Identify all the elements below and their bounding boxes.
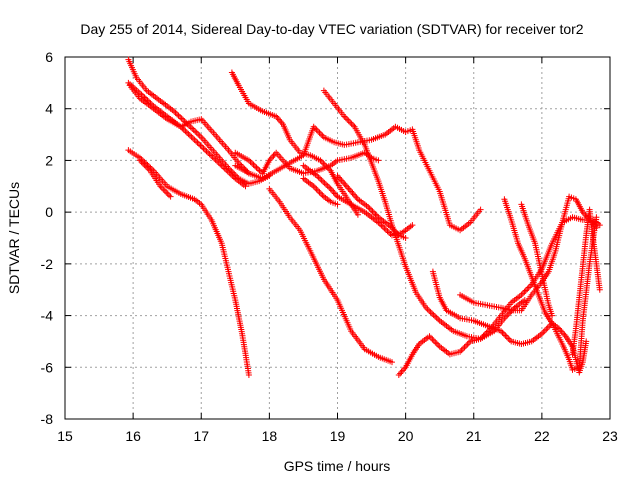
- series-markers: [136, 157, 174, 200]
- series-markers: [300, 162, 416, 239]
- series-track-7: [266, 185, 395, 366]
- y-axis-label: SDTVAR / TECUs: [6, 182, 22, 294]
- series-markers: [228, 69, 361, 218]
- series-markers: [300, 175, 341, 208]
- x-tick-label: 17: [193, 428, 209, 444]
- series-track-9: [232, 149, 382, 177]
- x-tick-label: 23: [602, 428, 618, 444]
- series-track-8: [232, 123, 484, 234]
- axis-ticks: [64, 56, 611, 420]
- series-track-17: [501, 196, 590, 376]
- series-markers: [320, 87, 528, 342]
- series-track-19: [569, 206, 603, 358]
- y-tick-label: 0: [45, 204, 53, 220]
- y-tick-label: 4: [45, 101, 53, 117]
- tick-labels: 15 16 17 18 19 20 21 22 23 -8 -6 -4 -2 0 2 4 6: [41, 49, 618, 444]
- y-tick-label: 6: [45, 49, 53, 65]
- series-markers: [126, 82, 252, 177]
- y-tick-label: -4: [41, 308, 54, 324]
- series-track-10: [300, 162, 416, 239]
- series-track-6: [228, 69, 361, 218]
- series-markers: [232, 149, 382, 177]
- y-tick-label: -6: [41, 359, 54, 375]
- series-track-4: [125, 147, 252, 378]
- series-track-2: [125, 79, 249, 190]
- series-track-11: [320, 87, 528, 342]
- series-markers: [125, 79, 249, 190]
- chart-title: Day 255 of 2014, Sidereal Day-to-day VTE…: [80, 21, 583, 37]
- series-markers: [232, 123, 484, 234]
- series-track-12: [300, 175, 341, 208]
- x-tick-label: 16: [125, 428, 141, 444]
- series-markers: [334, 172, 409, 241]
- series-track-5: [136, 157, 174, 200]
- series-markers: [518, 201, 556, 319]
- series-markers: [266, 185, 395, 366]
- series-track-13: [334, 172, 409, 241]
- series-track-3: [126, 82, 252, 177]
- y-tick-label: -2: [41, 256, 54, 272]
- series-track-18: [518, 201, 556, 319]
- series-markers: [501, 196, 590, 376]
- x-axis-label: GPS time / hours: [284, 458, 391, 474]
- x-tick-label: 22: [534, 428, 550, 444]
- y-tick-label: 2: [45, 152, 53, 168]
- data-points: [125, 56, 603, 378]
- x-tick-label: 19: [330, 428, 346, 444]
- x-tick-label: 15: [57, 428, 73, 444]
- series-markers: [125, 147, 252, 378]
- x-tick-label: 21: [466, 428, 482, 444]
- y-tick-label: -8: [41, 411, 54, 427]
- x-tick-label: 18: [262, 428, 278, 444]
- x-tick-label: 20: [398, 428, 414, 444]
- plot-frame: [64, 56, 611, 420]
- series-markers: [569, 206, 603, 358]
